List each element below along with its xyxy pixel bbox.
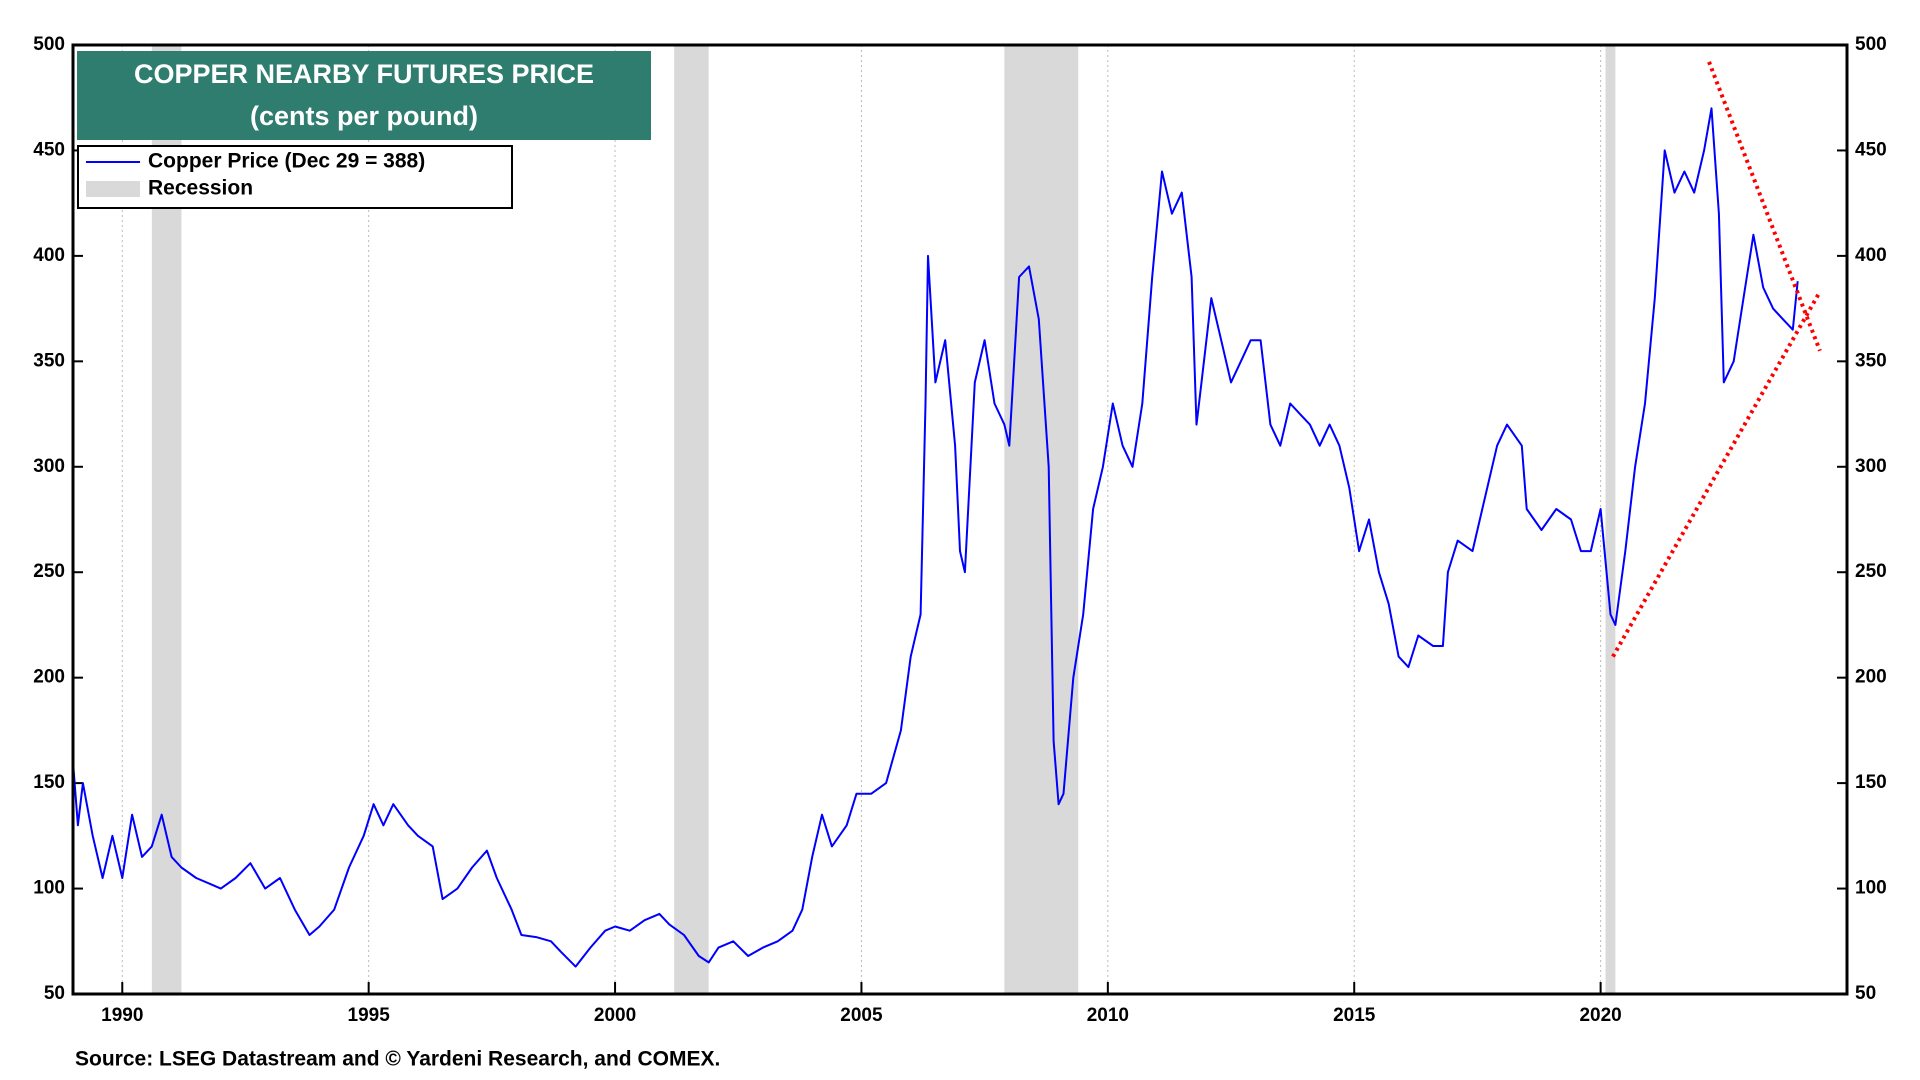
y2-tick-label: 50 bbox=[1855, 983, 1876, 1004]
y2-tick-label: 200 bbox=[1855, 667, 1887, 688]
chart-subtitle: (cents per pound) bbox=[250, 101, 478, 131]
y2-tick-label: 150 bbox=[1855, 772, 1887, 793]
chart-title: COPPER NEARBY FUTURES PRICE bbox=[134, 59, 594, 89]
x-tick-label: 1990 bbox=[101, 1005, 143, 1026]
x-tick-label: 2015 bbox=[1333, 1005, 1376, 1026]
y-tick-label: 200 bbox=[33, 667, 65, 688]
x-tick-label: 2005 bbox=[840, 1005, 883, 1026]
y-tick-label: 500 bbox=[33, 34, 65, 55]
y-tick-label: 400 bbox=[33, 245, 65, 266]
x-tick-label: 2010 bbox=[1087, 1005, 1129, 1026]
y2-tick-label: 450 bbox=[1855, 139, 1887, 160]
price-line bbox=[72, 107, 1799, 968]
legend-recession-swatch bbox=[86, 181, 140, 197]
legend-label: Copper Price (Dec 29 = 388) bbox=[148, 150, 425, 173]
legend-label: Recession bbox=[148, 177, 253, 200]
x-tick-label: 2020 bbox=[1579, 1005, 1621, 1026]
y2-tick-label: 100 bbox=[1855, 878, 1887, 899]
plot-frame bbox=[71, 43, 1849, 996]
recession-band bbox=[1004, 45, 1079, 994]
x-tick-label: 1995 bbox=[348, 1005, 391, 1026]
plot-background bbox=[121, 45, 1616, 994]
y-tick-label: 150 bbox=[33, 772, 65, 793]
y-tick-label: 250 bbox=[33, 561, 65, 582]
y-tick-label: 300 bbox=[33, 456, 65, 477]
x-tick-label: 2000 bbox=[594, 1005, 636, 1026]
recession-band bbox=[674, 45, 709, 994]
y-tick-label: 350 bbox=[33, 350, 65, 371]
y-tick-label: 100 bbox=[33, 878, 65, 899]
y2-tick-label: 250 bbox=[1855, 561, 1887, 582]
title-box bbox=[77, 51, 651, 140]
recession-band bbox=[1605, 45, 1616, 994]
trend-line bbox=[1707, 61, 1822, 352]
y2-tick-label: 500 bbox=[1855, 34, 1887, 55]
y-tick-label: 50 bbox=[44, 983, 65, 1004]
source-note: Source: LSEG Datastream and © Yardeni Re… bbox=[75, 1048, 720, 1071]
y2-tick-label: 300 bbox=[1855, 456, 1887, 477]
trend-line bbox=[1611, 290, 1822, 658]
y2-tick-label: 400 bbox=[1855, 245, 1887, 266]
legend-box bbox=[77, 145, 513, 209]
y2-tick-label: 350 bbox=[1855, 350, 1887, 371]
y-tick-label: 450 bbox=[33, 139, 65, 160]
